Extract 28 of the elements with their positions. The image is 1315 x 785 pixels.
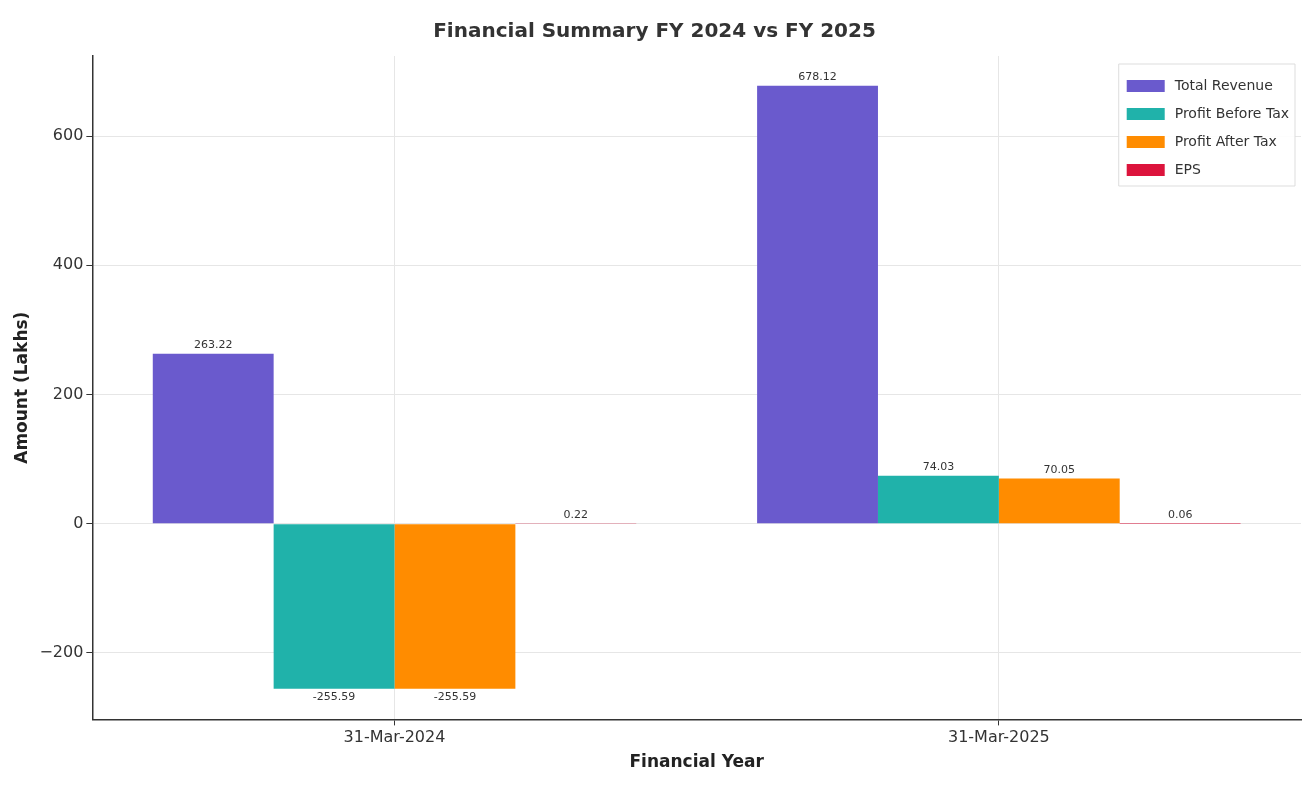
chart-title: Financial Summary FY 2024 vs FY 2025 — [433, 18, 876, 43]
bar — [877, 475, 999, 524]
bar — [757, 85, 878, 524]
y-tick-label: −200 — [39, 642, 84, 662]
legend-label: EPS — [1174, 160, 1201, 177]
bar — [273, 524, 395, 689]
data-label: 74.03 — [922, 460, 955, 474]
x-axis-title: Financial Year — [629, 751, 765, 772]
legend-label: Total Revenue — [1173, 76, 1273, 93]
data-label: 0.22 — [563, 507, 589, 521]
bar — [152, 353, 274, 524]
data-label: 263.22 — [193, 338, 233, 351]
bar — [394, 524, 516, 689]
data-label: 70.05 — [1043, 462, 1076, 476]
y-tick-label: 600 — [52, 125, 84, 145]
y-axis-title: Amount (Lakhs) — [10, 311, 31, 464]
legend-label: Profit Before Tax — [1174, 104, 1290, 121]
bar — [998, 478, 1120, 524]
data-label: 678.12 — [798, 70, 837, 83]
legend-label: Profit After Tax — [1174, 132, 1277, 149]
y-tick-label: 200 — [52, 383, 84, 403]
x-tick-label: 31-Mar-2025 — [947, 727, 1050, 747]
y-tick-label: 400 — [52, 254, 84, 274]
data-label: -255.59 — [312, 690, 356, 704]
data-label: 0.06 — [1167, 507, 1193, 521]
data-label: -255.59 — [433, 690, 477, 704]
y-tick-label: 0 — [73, 512, 84, 532]
x-tick-label: 31-Mar-2024 — [343, 727, 446, 747]
